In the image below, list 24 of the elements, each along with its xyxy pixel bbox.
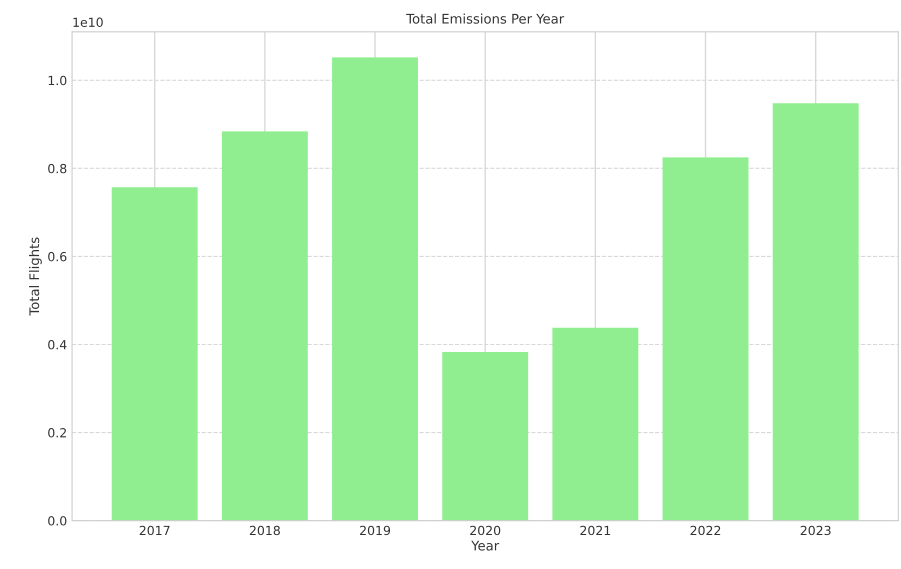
y-tick-label: 0.8: [48, 164, 66, 174]
bar: [552, 328, 638, 521]
x-tick-label: 2023: [800, 526, 831, 536]
bar: [442, 352, 528, 521]
x-tick-label: 2018: [250, 526, 280, 536]
x-tick-label: 2020: [470, 526, 500, 536]
bar: [332, 57, 418, 521]
x-axis-title: Year: [471, 540, 500, 551]
y-tick-label: 0.2: [48, 428, 66, 438]
bar: [662, 157, 748, 521]
text: 1e10: [73, 18, 103, 27]
bar: [772, 103, 859, 521]
y-tick-label: 0.6: [48, 252, 66, 262]
x-tick-label: 2019: [360, 526, 390, 536]
x-tick-label: 2017: [140, 526, 170, 536]
y-tick-label: 0.4: [48, 340, 67, 350]
chart-title: Total Emissions Per Year: [406, 14, 564, 24]
y-axis-title: Total Flights: [29, 238, 42, 316]
bar: [112, 187, 198, 521]
x-tick-label: 2021: [580, 526, 610, 536]
y-tick-label: 1.0: [48, 76, 66, 86]
y-tick-label: 0.0: [48, 516, 66, 526]
bar: [222, 131, 308, 521]
x-tick-label: 2022: [690, 526, 720, 536]
